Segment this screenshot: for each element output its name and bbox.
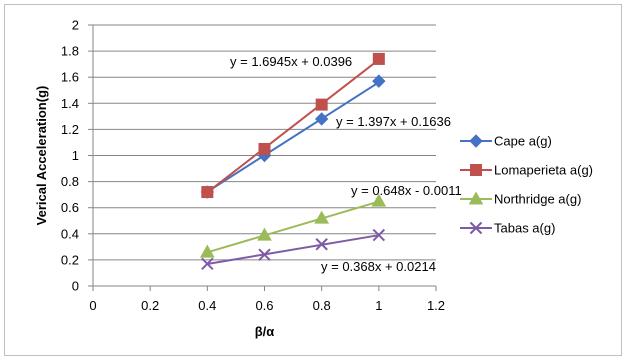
- legend-marker-cape: [469, 134, 483, 148]
- legend-marker-northridge: [468, 191, 484, 205]
- legend-item-northridge: Northridge a(g): [460, 191, 581, 207]
- x-tick-label: 0.4: [198, 298, 216, 313]
- cape-trendline-equation: y = 1.397x + 0.1636: [336, 114, 451, 129]
- axes: [88, 24, 437, 291]
- x-axis-title: β/α: [255, 324, 275, 339]
- x-tick-label: 0.2: [141, 298, 159, 313]
- northridge-point: [199, 244, 215, 258]
- lomaperieta-point: [315, 98, 328, 111]
- lomaperieta-point: [258, 142, 271, 155]
- legend-label-cape: Cape a(g): [494, 134, 552, 149]
- lomaperieta-trendline-equation: y = 1.6945x + 0.0396: [230, 54, 352, 69]
- trendline-equations: y = 1.397x + 0.1636 y = 1.6945x + 0.0396 y…: [230, 54, 462, 274]
- x-marker-stroke: [372, 228, 386, 242]
- legend-label-northridge: Northridge a(g): [494, 192, 581, 207]
- cape-point: [372, 74, 386, 88]
- chart-frame: [4, 4, 622, 356]
- y-tick-label: 1.6: [61, 70, 79, 85]
- legend-label-tabas: Tabas a(g): [494, 221, 555, 236]
- x-tick-label: 1: [375, 298, 382, 313]
- tabas-trendline-equation: y = 0.368x + 0.0214: [321, 259, 436, 274]
- tabas-trendline: [207, 234, 379, 265]
- lomaperieta-trendline: [206, 58, 380, 194]
- legend-item-lomaperieta: Lomaperieta a(g): [460, 163, 593, 178]
- cape-trendline: [206, 81, 380, 193]
- x-tick-label: 0: [89, 298, 96, 313]
- y-axis-title: Verical Acceleration(g): [34, 86, 49, 226]
- y-tick-label: 0.4: [61, 226, 79, 241]
- y-tick-label: 1.4: [61, 96, 79, 111]
- legend-label-lomaperieta: Lomaperieta a(g): [494, 163, 593, 178]
- tabas-point: [372, 228, 386, 242]
- legend-marker-tabas: [469, 221, 483, 235]
- x-tick-label: 1.2: [427, 298, 445, 313]
- y-tick-label: 1: [72, 148, 79, 163]
- y-tick-label: 1.8: [61, 44, 79, 59]
- y-tick-label: 0.2: [61, 252, 79, 267]
- x-marker-stroke: [258, 248, 271, 261]
- data-points: [199, 52, 387, 271]
- y-tick-label: 2: [72, 18, 79, 33]
- y-tick-label: 1.2: [61, 122, 79, 137]
- legend-marker-lomaperieta: [470, 164, 482, 176]
- northridge-point: [314, 210, 330, 224]
- northridge-trendline-equation: y = 0.648x - 0.0011: [351, 183, 462, 198]
- lomaperieta-point: [201, 186, 214, 199]
- northridge-point: [371, 193, 387, 207]
- y-tick-label: 0: [72, 279, 79, 294]
- tabas-point: [258, 248, 271, 261]
- trendlines: [206, 58, 380, 265]
- tick-labels: 0 0.2 0.4 0.6 0.8 1 1.2 1.4 1.6 1.8 2 0 0.2 0.4 0.6 0.8…: [61, 18, 445, 314]
- grid-lines: [93, 24, 436, 261]
- legend-item-tabas: Tabas a(g): [460, 221, 555, 236]
- legend: Cape a(g) Lomaperieta a(g) Northridge a(g)…: [460, 134, 593, 236]
- northridge-trendline: [207, 200, 380, 254]
- legend-item-cape: Cape a(g): [460, 134, 552, 149]
- y-tick-label: 0.8: [61, 174, 79, 189]
- tabas-point: [201, 257, 214, 271]
- tabas-point: [315, 238, 328, 251]
- x-tick-label: 0.8: [313, 298, 331, 313]
- x-marker-stroke: [315, 238, 328, 251]
- cape-point: [314, 112, 329, 126]
- lomaperieta-point: [372, 52, 385, 65]
- x-marker-stroke: [469, 221, 483, 235]
- x-marker-stroke: [201, 257, 214, 271]
- y-tick-label: 0.6: [61, 200, 79, 215]
- northridge-point: [257, 227, 272, 241]
- x-tick-label: 0.6: [255, 298, 273, 313]
